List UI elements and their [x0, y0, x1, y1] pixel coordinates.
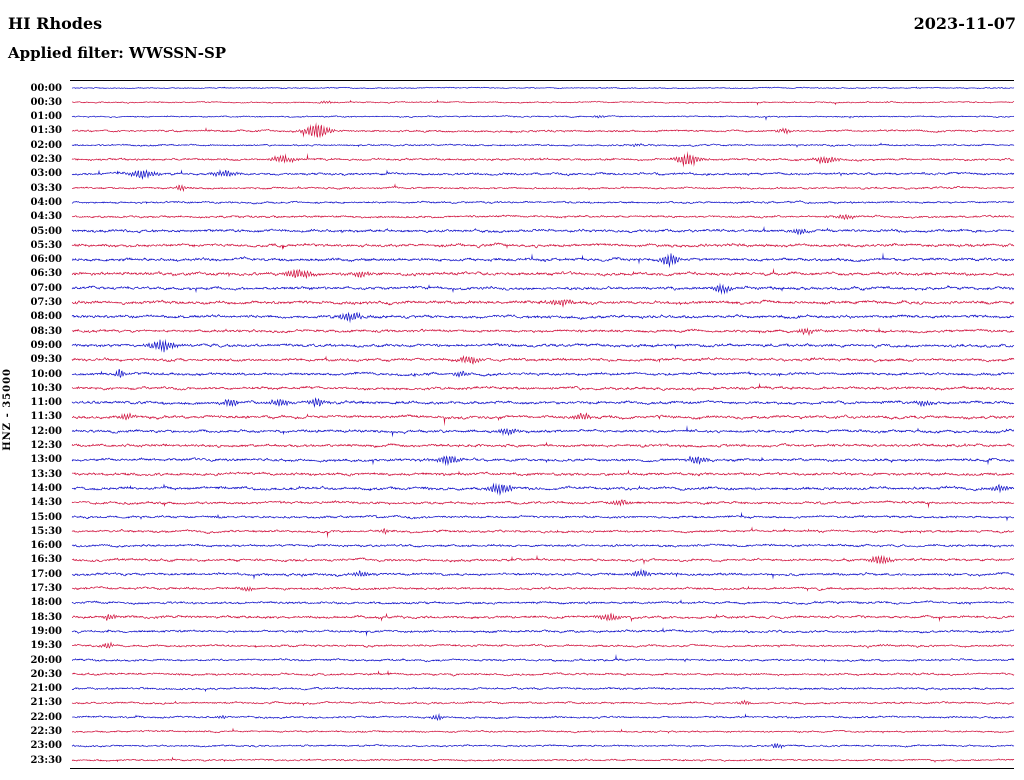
time-label: 11:30 — [30, 411, 62, 423]
filter-label: Applied filter: WWSSN-SP — [8, 44, 227, 62]
time-label: 11:00 — [30, 397, 62, 409]
time-label: 03:30 — [30, 182, 62, 194]
time-label: 10:00 — [30, 368, 62, 380]
time-label: 01:30 — [30, 125, 62, 137]
time-label: 06:30 — [30, 268, 62, 280]
time-label: 19:00 — [30, 625, 62, 637]
time-label: 09:30 — [30, 354, 62, 366]
time-label: 14:30 — [30, 497, 62, 509]
time-label: 22:30 — [30, 726, 62, 737]
time-label: 09:00 — [30, 339, 62, 351]
time-label: 18:00 — [30, 597, 62, 609]
time-label: 20:30 — [30, 668, 62, 680]
time-label: 12:00 — [30, 425, 62, 437]
time-label: 07:30 — [30, 297, 62, 308]
time-label: 17:00 — [30, 568, 62, 580]
time-label: 19:30 — [30, 640, 62, 652]
time-label: 15:00 — [30, 511, 62, 523]
time-label: 06:00 — [30, 254, 62, 266]
time-label: 10:30 — [30, 382, 62, 394]
time-labels: 00:00 00:30 01:00 01:30 02:00 02:30 03:00 03:30… — [0, 0, 66, 780]
time-label: 01:00 — [30, 111, 62, 123]
time-label: 21:30 — [30, 697, 62, 709]
time-label: 02:00 — [30, 139, 62, 151]
time-label: 08:30 — [30, 325, 62, 337]
record-date: 2023-11-07 — [913, 14, 1016, 33]
time-label: 17:30 — [30, 583, 62, 594]
time-label: 02:30 — [30, 154, 62, 165]
time-label: 04:30 — [30, 211, 62, 223]
time-label: 12:30 — [30, 440, 62, 451]
time-label: 07:00 — [30, 282, 62, 294]
time-label: 04:00 — [30, 196, 62, 208]
time-label: 08:00 — [30, 311, 62, 323]
station-title: HI Rhodes — [8, 14, 103, 33]
time-label: 00:00 — [30, 82, 62, 94]
time-label: 13:30 — [30, 468, 62, 480]
time-label: 05:00 — [30, 225, 62, 237]
time-label: 16:30 — [30, 554, 62, 566]
time-label: 23:00 — [30, 740, 62, 752]
time-label: 16:00 — [30, 540, 62, 552]
time-label: 18:30 — [30, 611, 62, 623]
time-label: 21:00 — [30, 683, 62, 695]
time-label: 03:00 — [30, 168, 62, 180]
time-label: 15:30 — [30, 525, 62, 537]
time-label: 20:00 — [30, 654, 62, 666]
time-label: 05:30 — [30, 239, 62, 251]
time-label: 14:00 — [30, 482, 62, 494]
time-label: 00:30 — [30, 96, 62, 108]
time-label: 23:30 — [30, 754, 62, 766]
time-label: 13:00 — [30, 454, 62, 466]
time-label: 22:00 — [30, 711, 62, 723]
